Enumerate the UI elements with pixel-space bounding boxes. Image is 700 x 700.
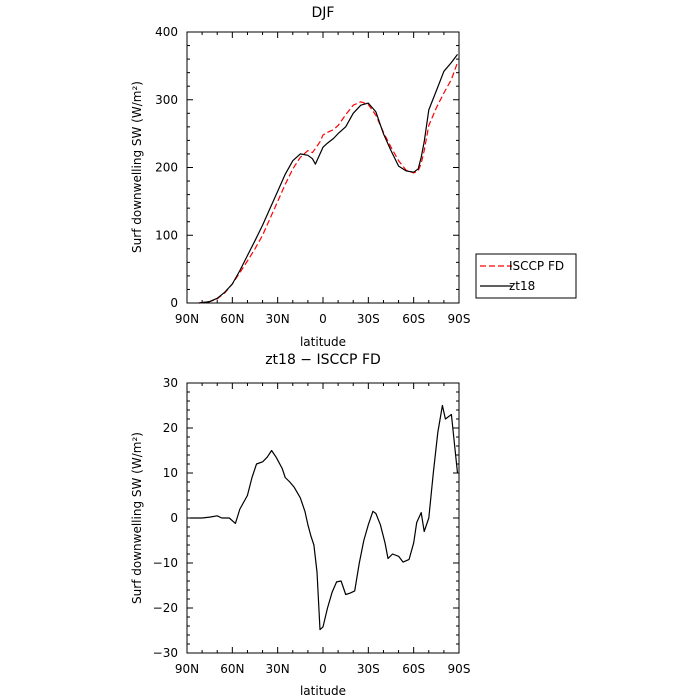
top-y-tick-label: 400: [155, 25, 178, 39]
bottom-y-tick-label: 30: [163, 376, 178, 390]
bottom-y-tick-label: 10: [163, 466, 178, 480]
bottom-chart-title: zt18 − ISCCP FD: [265, 352, 381, 368]
top-x-tick-label: 30S: [357, 312, 380, 326]
legend-label-isccp-fd: ISCCP FD: [509, 259, 564, 273]
top-x-tick-label: 0: [319, 312, 327, 326]
bottom-y-tick-label: −20: [153, 601, 178, 615]
bottom-axis-ticks: 90N 60N 30N 0 30S 60S 90S −30 −20 −10 0 10 20 30: [153, 376, 471, 676]
top-x-tick-label: 30N: [266, 312, 290, 326]
top-x-axis-label: latitude: [300, 335, 346, 349]
bottom-x-tick-label: 60N: [220, 662, 244, 676]
top-y-tick-label: 200: [155, 161, 178, 175]
bottom-x-axis-label: latitude: [300, 684, 346, 698]
legend-box: [475, 253, 577, 299]
bottom-series-line-diff: [190, 404, 459, 631]
top-y-tick-label: 100: [155, 228, 178, 242]
top-x-tick-label: 90S: [448, 312, 471, 326]
top-chart-title: DJF: [312, 5, 335, 21]
top-y-axis-label: Surf downwelling SW (W/m²): [130, 81, 144, 253]
bottom-x-tick-label: 30S: [357, 662, 380, 676]
top-series-group: [199, 54, 459, 304]
bottom-x-tick-label: 90N: [175, 662, 199, 676]
bottom-y-tick-label: −30: [153, 646, 178, 660]
top-x-tick-label: 60N: [220, 312, 244, 326]
top-y-tick-label: 300: [155, 93, 178, 107]
bottom-y-axis-label: Surf downwelling SW (W/m²): [130, 432, 144, 604]
bottom-chart-panel: zt18 − ISCCP FD 90N 60N 30N 0 30S 60S 90S −30 −2…: [130, 352, 470, 698]
bottom-y-tick-label: 20: [163, 421, 178, 435]
top-y-tick-label: 0: [170, 296, 178, 310]
bottom-x-tick-label: 90S: [448, 662, 471, 676]
top-x-tick-label: 60S: [402, 312, 425, 326]
top-series-line-zt18: [199, 54, 458, 304]
top-chart-panel: DJF 90N 60N 30N 0 30S 60S 90S 0 100 200 300 400 lat…: [130, 5, 470, 349]
legend-label-zt18: zt18: [509, 279, 535, 293]
bottom-y-tick-label: −10: [153, 556, 178, 570]
top-series-line-isccp-fd: [199, 62, 459, 304]
bottom-x-tick-label: 0: [319, 662, 327, 676]
top-x-tick-label: 90N: [175, 312, 199, 326]
bottom-series-group: [190, 404, 459, 631]
legend: ISCCP FD zt18: [475, 253, 577, 299]
bottom-x-tick-label: 30N: [266, 662, 290, 676]
top-axis-ticks: 90N 60N 30N 0 30S 60S 90S 0 100 200 300 400: [155, 25, 470, 326]
bottom-x-tick-label: 60S: [402, 662, 425, 676]
bottom-y-tick-label: 0: [170, 511, 178, 525]
